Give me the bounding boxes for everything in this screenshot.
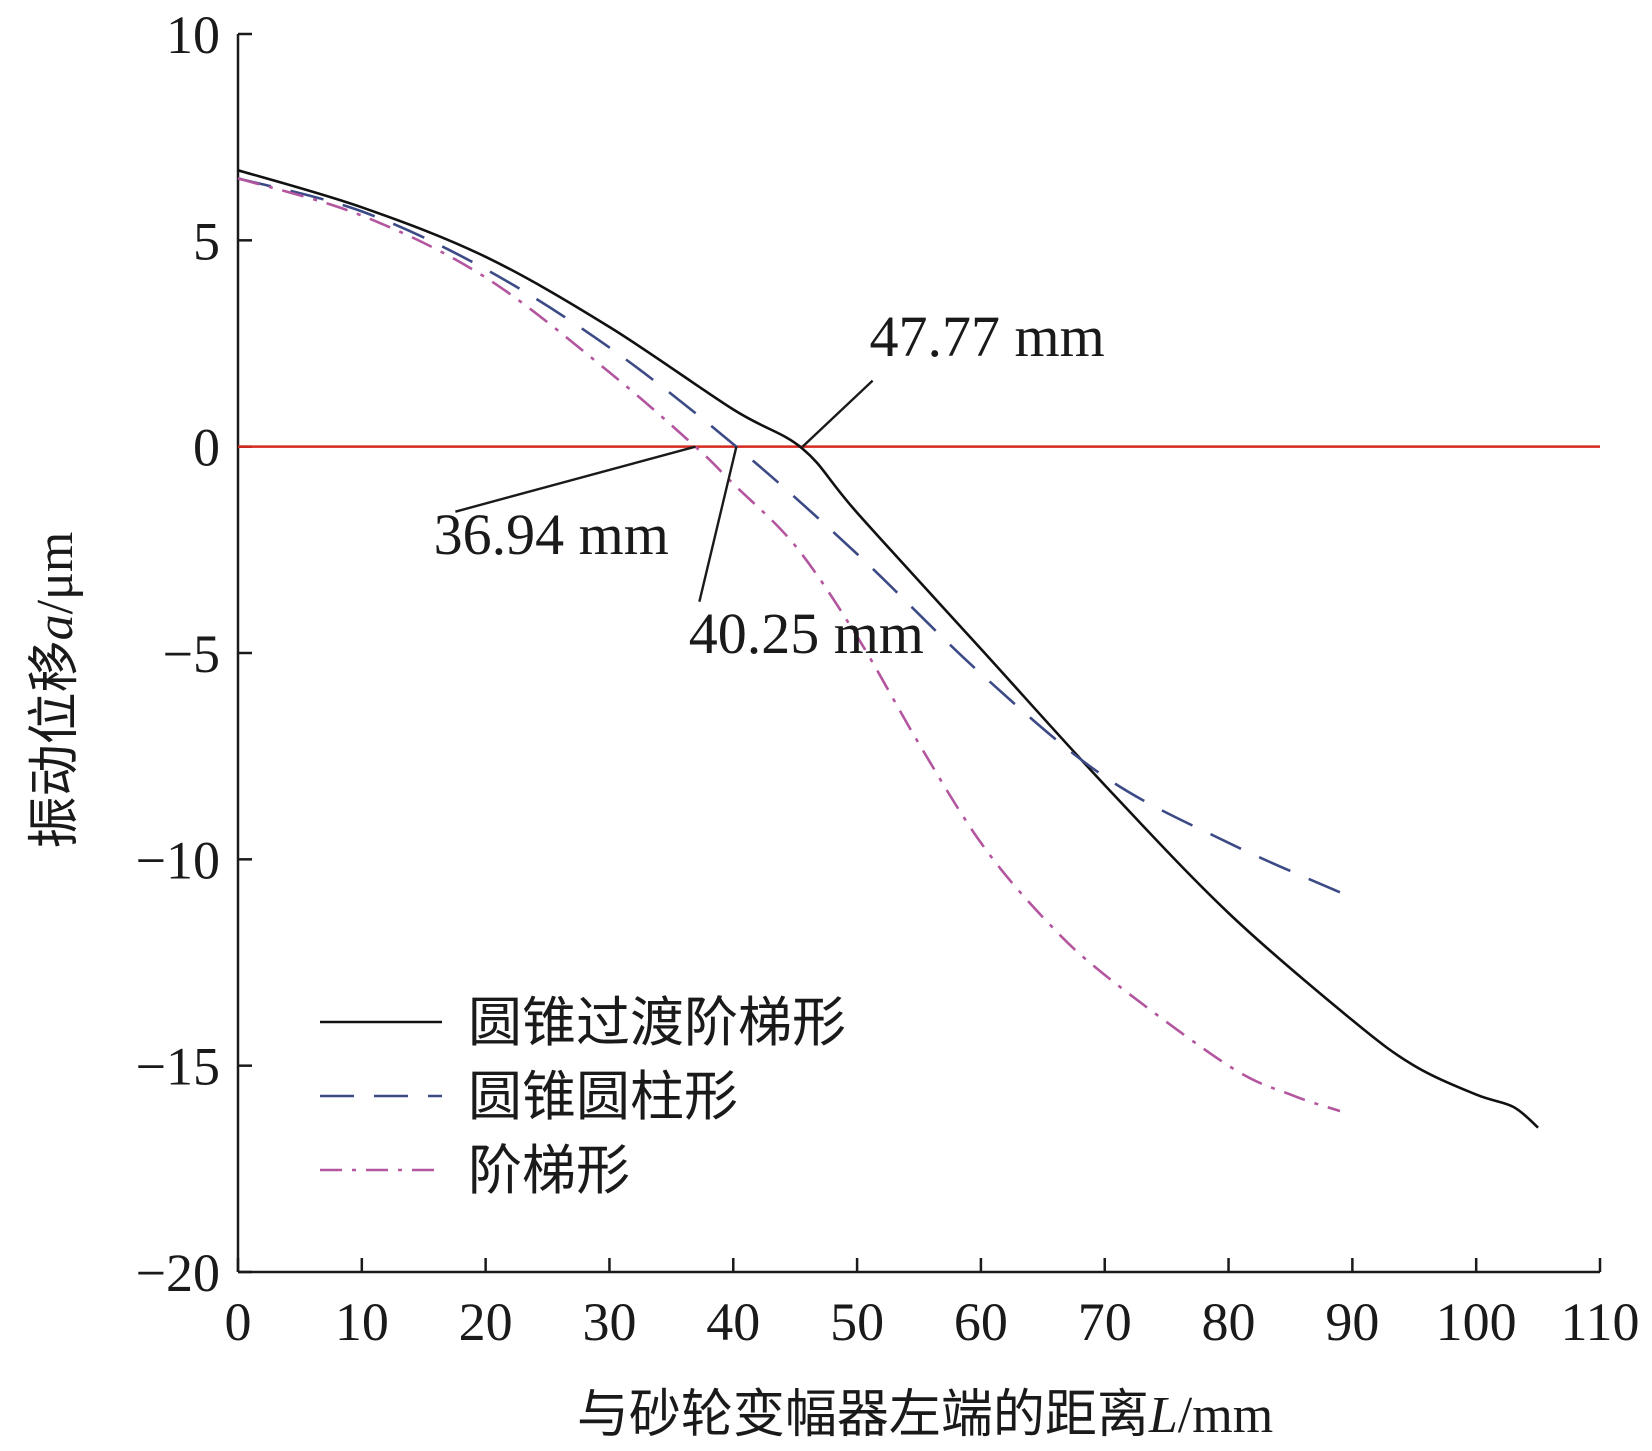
legend-label-2: 阶梯形 <box>468 1139 630 1202</box>
y-tick-label: 0 <box>193 418 220 478</box>
x-tick-label: 100 <box>1436 1292 1517 1352</box>
legend-label-1: 圆锥圆柱形 <box>468 1065 738 1128</box>
y-tick-label: −20 <box>136 1243 220 1303</box>
annotation-leader-line <box>698 446 738 602</box>
x-axis-title: 与砂轮变幅器左端的距离L/mm <box>577 1385 1273 1445</box>
y-tick-label: 5 <box>193 211 220 271</box>
x-tick-label: 80 <box>1202 1292 1256 1352</box>
series-lines <box>237 168 1539 1129</box>
legend-label-0: 圆锥过渡阶梯形 <box>468 991 846 1054</box>
plot-area: −20 −15 −10 −5 0 5 10 0 10 20 30 40 50 60 70 80 90 100 11… <box>136 5 1640 1352</box>
y-axis-title: 振动位移a/μm <box>25 532 85 849</box>
x-ticks: 0 10 20 30 40 50 60 70 80 90 100 110 <box>225 1258 1640 1352</box>
x-tick-label: 20 <box>459 1292 513 1352</box>
x-tick-label: 50 <box>830 1292 884 1352</box>
x-tick-label: 10 <box>335 1292 389 1352</box>
x-tick-label: 30 <box>582 1292 636 1352</box>
annotation-leader-line <box>455 445 696 513</box>
annotation-label: 47.77 mm <box>869 304 1104 369</box>
annotation-label: 36.94 mm <box>434 502 669 567</box>
x-tick-label: 40 <box>706 1292 760 1352</box>
series-line-0 <box>237 168 1539 1129</box>
x-tick-label: 70 <box>1078 1292 1132 1352</box>
y-ticks: −20 −15 −10 −5 0 5 10 <box>136 5 252 1303</box>
x-tick-label: 0 <box>225 1292 252 1352</box>
y-tick-label: −5 <box>163 624 220 684</box>
y-tick-label: −15 <box>136 1037 220 1097</box>
y-tick-label: −10 <box>136 830 220 890</box>
annotations: 47.77 mm 36.94 mm 40.25 mm <box>434 304 1105 666</box>
x-tick-label: 110 <box>1561 1292 1640 1352</box>
y-tick-label: 10 <box>166 5 220 65</box>
series-line-1 <box>237 177 1341 894</box>
annotation-leader-line <box>801 379 874 448</box>
x-tick-label: 90 <box>1325 1292 1379 1352</box>
annotation-label: 40.25 mm <box>689 601 924 666</box>
x-tick-label: 60 <box>954 1292 1008 1352</box>
